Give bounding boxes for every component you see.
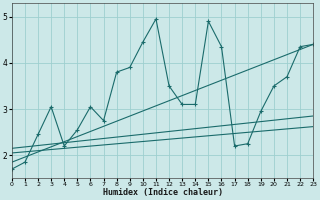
X-axis label: Humidex (Indice chaleur): Humidex (Indice chaleur): [102, 188, 222, 197]
